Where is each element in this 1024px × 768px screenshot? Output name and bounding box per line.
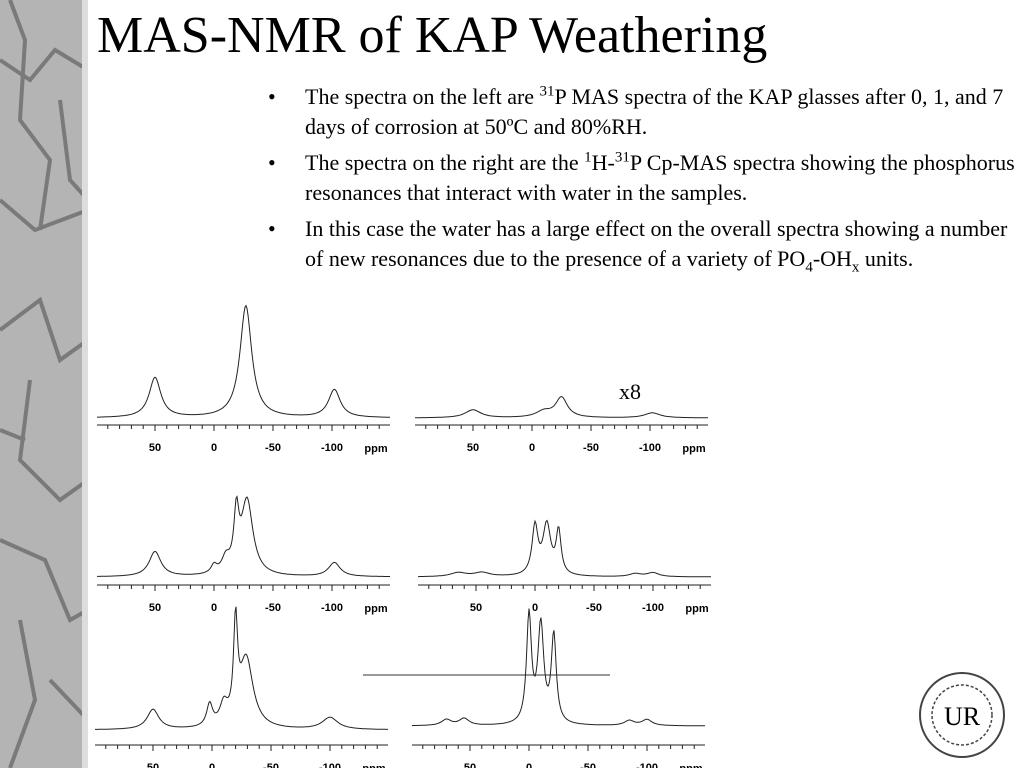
axis-unit: ppm	[682, 443, 705, 455]
tick-label: -100	[319, 762, 341, 768]
superscript: 1	[584, 149, 592, 166]
subscript: x	[851, 259, 860, 276]
superscript: 31	[539, 83, 555, 100]
bullet-text: The spectra on the right are the	[305, 150, 585, 175]
tick-label: 0	[211, 442, 217, 454]
spectrum	[97, 304, 390, 418]
tick-label: -50	[583, 442, 599, 454]
subscript: 4	[805, 259, 813, 276]
bullet-text: The spectra on the left are	[305, 84, 540, 109]
spectrum	[411, 608, 705, 727]
tick-label: -50	[265, 442, 281, 454]
tick-label: -50	[586, 602, 602, 614]
axis-unit: ppm	[364, 443, 387, 455]
tick-label: 0	[209, 762, 215, 768]
spectrum	[95, 606, 388, 730]
axis-unit: ppm	[679, 763, 702, 768]
tick-label: -100	[642, 602, 664, 614]
tick-label: -100	[636, 762, 658, 768]
tick-label: 0	[526, 762, 532, 768]
bullet-text: -OH	[812, 246, 852, 271]
tick-label: -100	[321, 442, 343, 454]
logo: UR	[919, 672, 1005, 758]
tick-label: 0	[529, 442, 535, 454]
tick-label: 50	[470, 602, 482, 614]
tick-label: -50	[580, 762, 596, 768]
bullet-text: In this case the water has a large effec…	[305, 216, 1008, 271]
bullet-text: units.	[859, 246, 914, 271]
scale-note: x8	[619, 379, 641, 404]
spectrum	[415, 396, 708, 419]
tick-label: 50	[464, 762, 476, 768]
logo-text: UR	[944, 702, 981, 731]
bullet: The spectra on the left are 31P MAS spec…	[268, 82, 1018, 142]
tick-label: -100	[639, 442, 661, 454]
axis-unit: ppm	[362, 763, 385, 768]
tick-label: 0	[211, 602, 217, 614]
axis-unit: ppm	[364, 603, 387, 615]
bullet-list: The spectra on the left are 31P MAS spec…	[268, 82, 1018, 280]
tick-label: -100	[321, 602, 343, 614]
spectrum	[97, 495, 390, 577]
title: MAS-NMR of KAP Weathering	[97, 7, 768, 64]
spectrum	[418, 519, 711, 578]
tick-label: 50	[149, 602, 161, 614]
bullet-text: H-	[591, 150, 615, 175]
tick-label: 50	[147, 762, 159, 768]
tick-label: -50	[265, 602, 281, 614]
bullet: In this case the water has a large effec…	[268, 214, 1018, 276]
tick-label: 50	[149, 442, 161, 454]
tick-label: 0	[532, 602, 538, 614]
tick-label: 50	[467, 442, 479, 454]
tick-label: -50	[263, 762, 279, 768]
texture-strip	[0, 0, 88, 768]
superscript: 31	[614, 149, 630, 166]
bullet-text: P MAS spectra of the KAP glasses after 0…	[305, 84, 1004, 139]
bullet: The spectra on the right are the 1H-31P …	[268, 148, 1018, 208]
axis-unit: ppm	[685, 603, 708, 615]
bullet-text: P Cp-MAS spectra showing the phosphorus …	[305, 150, 1015, 205]
